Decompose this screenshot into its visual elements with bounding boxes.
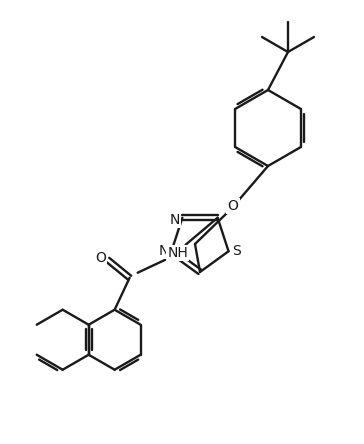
- Text: N: N: [158, 244, 169, 258]
- Text: NH: NH: [167, 246, 188, 260]
- Text: S: S: [232, 244, 241, 258]
- Text: O: O: [228, 199, 238, 213]
- Text: O: O: [95, 251, 106, 265]
- Text: N: N: [169, 213, 179, 227]
